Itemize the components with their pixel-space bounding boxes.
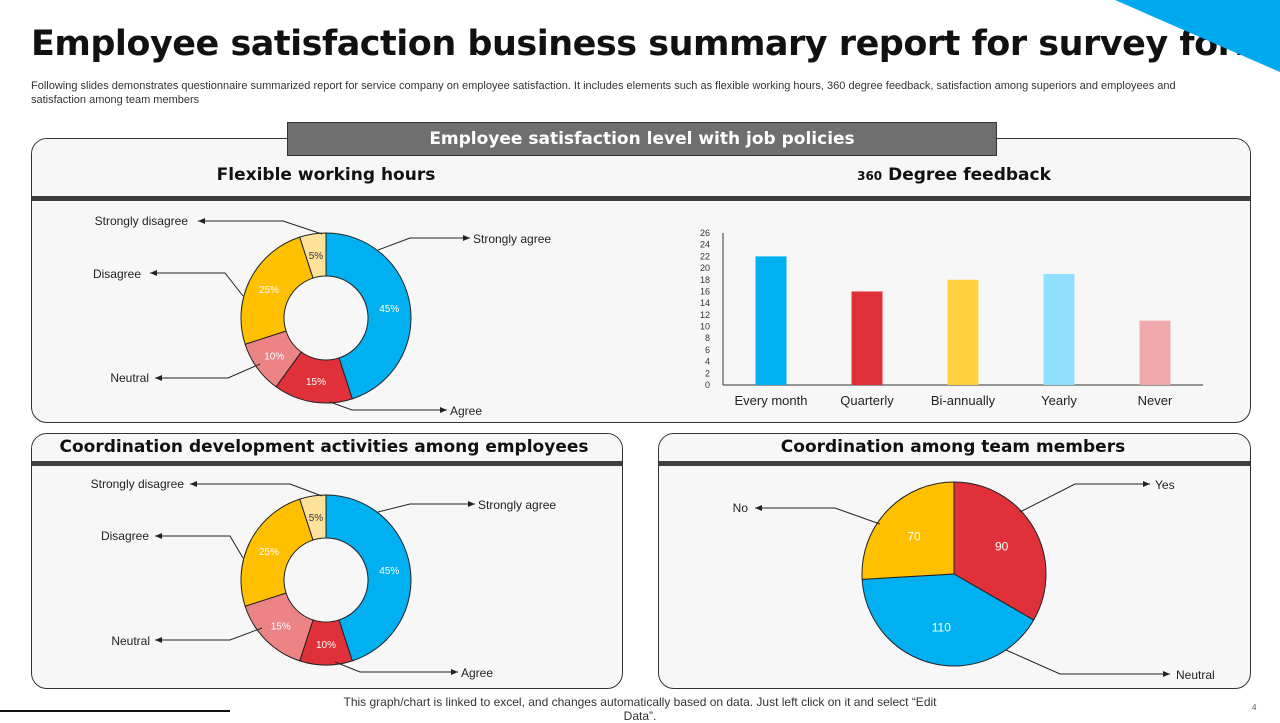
slice-label: 15% bbox=[271, 621, 291, 632]
bar-yearly bbox=[1043, 273, 1075, 385]
donut1-label-neutral: Neutral bbox=[110, 371, 149, 385]
team-coordination-pie: 90 110 70 bbox=[861, 481, 1047, 667]
pie-connectors bbox=[755, 481, 1170, 677]
donut1-label-strongly-agree: Strongly agree bbox=[473, 232, 551, 246]
x-tick-label: Never bbox=[1138, 393, 1173, 408]
coordination-development-donut: 45% 10% 15% 25% 5% bbox=[240, 494, 412, 666]
y-tick-label: 4 bbox=[705, 357, 710, 367]
y-tick-label: 12 bbox=[700, 310, 710, 320]
bar-bi-annually bbox=[947, 279, 979, 385]
x-tick-label: Every month bbox=[735, 393, 808, 408]
flexible-hours-title: Flexible working hours bbox=[216, 165, 436, 185]
flexible-hours-donut: 45% 15% 10% 25% 5% bbox=[240, 232, 412, 404]
pie-label-yes: Yes bbox=[1155, 478, 1175, 492]
donut2-label-strongly-agree: Strongly agree bbox=[478, 498, 556, 512]
slice-disagree bbox=[240, 498, 314, 607]
coordination-development-title: Coordination development activities amon… bbox=[59, 437, 589, 457]
donut1-label-disagree: Disagree bbox=[93, 267, 141, 281]
bar-quarterly bbox=[851, 291, 883, 385]
feedback-title-rest: Degree feedback bbox=[888, 165, 1051, 185]
slice-strongly-agree bbox=[325, 232, 412, 400]
feedback-title-prefix: 360 bbox=[857, 169, 883, 183]
donut1-label-strongly-disagree: Strongly disagree bbox=[95, 214, 189, 228]
y-tick-label: 2 bbox=[705, 368, 710, 378]
y-tick-label: 0 bbox=[705, 380, 710, 390]
donut1-connectors bbox=[150, 218, 470, 413]
y-tick-label: 8 bbox=[705, 333, 710, 343]
slice-label: 25% bbox=[259, 547, 279, 558]
y-tick-label: 6 bbox=[705, 345, 710, 355]
slice-label: 5% bbox=[309, 513, 324, 524]
slice-label: 45% bbox=[379, 304, 399, 315]
y-tick-label: 14 bbox=[700, 298, 710, 308]
slice-label: 110 bbox=[932, 621, 951, 635]
bottom-left-panel-header bbox=[32, 434, 622, 466]
y-tick-label: 26 bbox=[700, 228, 710, 238]
x-tick-label: Quarterly bbox=[840, 393, 894, 408]
footer-line bbox=[0, 710, 230, 712]
slice-label: 45% bbox=[379, 566, 399, 577]
pie-label-no: No bbox=[733, 501, 749, 515]
slice-yes bbox=[953, 481, 1047, 621]
feedback-title: 360 Degree feedback bbox=[857, 165, 1051, 185]
page-title: Employee satisfaction business summary r… bbox=[31, 24, 1271, 64]
pie-label-neutral: Neutral bbox=[1176, 668, 1215, 682]
slice-no bbox=[861, 481, 955, 580]
donut2-label-neutral: Neutral bbox=[111, 634, 150, 648]
y-tick-label: 20 bbox=[700, 263, 710, 273]
bar-every-month bbox=[755, 256, 787, 385]
slice-disagree bbox=[240, 236, 314, 345]
slice-strongly-disagree bbox=[299, 494, 327, 541]
donut1-label-agree: Agree bbox=[450, 404, 482, 418]
page-number: 4 bbox=[1252, 703, 1257, 712]
y-tick-label: 22 bbox=[700, 251, 710, 261]
donut2-label-agree: Agree bbox=[461, 666, 493, 680]
section-banner: Employee satisfaction level with job pol… bbox=[287, 122, 997, 156]
y-tick-label: 10 bbox=[700, 322, 710, 332]
y-tick-label: 24 bbox=[700, 240, 710, 250]
slice-label: 90 bbox=[995, 540, 1009, 554]
y-tick-label: 16 bbox=[700, 286, 710, 296]
slice-label: 5% bbox=[309, 251, 324, 262]
slice-label: 10% bbox=[316, 640, 336, 651]
page-description: Following slides demonstrates questionna… bbox=[31, 80, 1176, 106]
y-tick-label: 18 bbox=[700, 275, 710, 285]
donut2-label-disagree: Disagree bbox=[101, 529, 149, 543]
bar-never bbox=[1139, 320, 1171, 385]
x-tick-label: Bi-annually bbox=[931, 393, 996, 408]
bottom-right-panel-header bbox=[659, 434, 1250, 466]
slice-strongly-disagree bbox=[299, 232, 327, 279]
x-tick-label: Yearly bbox=[1041, 393, 1077, 408]
slice-strongly-agree bbox=[325, 494, 412, 662]
slice-neutral bbox=[861, 573, 1035, 667]
slice-label: 70 bbox=[907, 529, 921, 543]
slice-label: 10% bbox=[264, 352, 284, 363]
slice-label: 15% bbox=[306, 377, 326, 388]
slice-label: 25% bbox=[259, 285, 279, 296]
donut2-label-strongly-disagree: Strongly disagree bbox=[91, 477, 185, 491]
team-coordination-title: Coordination among team members bbox=[780, 437, 1126, 457]
donut2-connectors bbox=[155, 481, 475, 675]
